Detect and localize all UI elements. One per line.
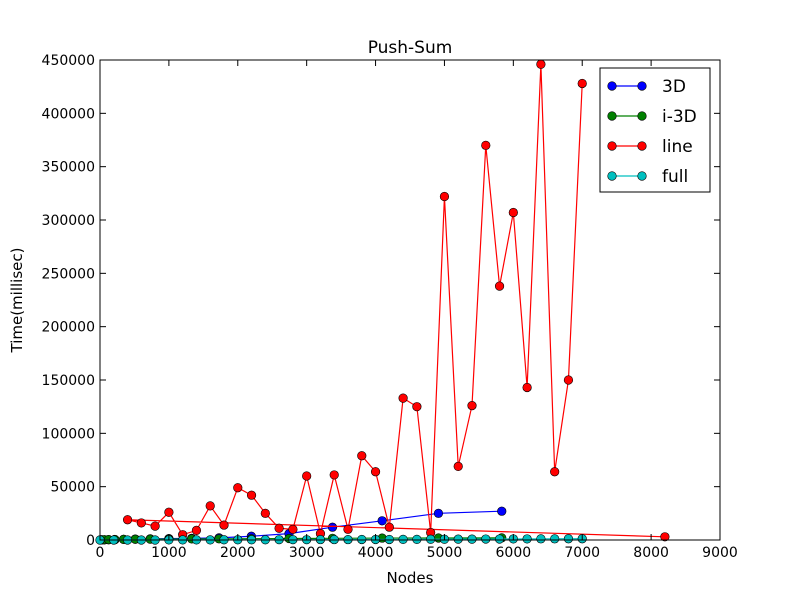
y-tick-label: 450000: [42, 53, 95, 69]
data-point-line: [660, 532, 670, 542]
legend: 3D i-3D line full: [599, 67, 711, 193]
data-point-line: [536, 59, 546, 69]
data-point-line: [302, 471, 312, 481]
data-point-line: [274, 523, 284, 533]
legend-box: [599, 67, 711, 193]
data-point-full: [426, 534, 436, 544]
data-point-line: [563, 375, 574, 385]
legend-marker-full: [607, 171, 617, 181]
y-tick-label: 350000: [42, 160, 95, 176]
y-tick-label: 300000: [42, 213, 95, 229]
data-point-full: [357, 534, 367, 545]
data-point-line: [522, 382, 532, 393]
data-point-3d: [377, 516, 387, 526]
y-tick-label: 0: [86, 533, 95, 549]
data-point-line: [246, 490, 257, 500]
x-axis-label: Nodes: [387, 569, 434, 587]
data-point-line: [412, 402, 422, 412]
data-point-line: [288, 524, 298, 534]
data-point-3d: [327, 522, 338, 532]
legend-marker-line: [607, 141, 617, 151]
x-tick-label: 6000: [496, 545, 532, 561]
data-point-3d: [497, 506, 507, 516]
data-point-line: [577, 78, 587, 89]
legend-marker-3d: [607, 81, 617, 91]
data-point-full: [494, 534, 505, 544]
data-point-full: [536, 534, 546, 544]
data-point-line: [357, 451, 367, 461]
data-point-full: [563, 534, 574, 544]
x-tick-label: 3000: [289, 545, 325, 561]
x-tick-label: 9000: [702, 545, 738, 561]
data-point-line: [164, 507, 174, 517]
x-tick-label: 0: [96, 545, 105, 561]
y-tick-label: 150000: [42, 373, 95, 389]
data-point-full: [522, 534, 532, 544]
plot-frame: [99, 59, 721, 541]
data-point-line: [384, 522, 394, 532]
data-point-full: [398, 534, 408, 544]
data-point-line: [122, 515, 133, 525]
y-tick-label: 100000: [42, 426, 95, 442]
data-point-line: [150, 521, 160, 531]
legend-marker-full: [637, 171, 647, 181]
legend-marker-i-3d: [637, 111, 647, 121]
plot-area: 0 1000 2000 3000 4000 5000 6000 7000 8000 9000 0 50…: [42, 53, 738, 561]
data-point-line: [467, 401, 477, 411]
chart-title: Push-Sum: [368, 38, 453, 58]
y-tick-label: 400000: [42, 106, 95, 122]
data-point-line: [191, 525, 202, 536]
data-point-line: [370, 467, 381, 477]
data-point-full: [412, 534, 422, 544]
series-line-line: [127, 64, 665, 538]
legend-label-line: line: [662, 137, 693, 157]
x-tick-label: 8000: [633, 545, 669, 561]
data-point-full: [384, 534, 394, 545]
legend-label-i-3d: i-3D: [662, 107, 697, 127]
data-point-line: [205, 501, 215, 511]
x-tick-label: 2000: [220, 545, 256, 561]
series-group: [95, 59, 670, 545]
y-tick-label: 200000: [42, 320, 95, 336]
legend-marker-i-3d: [607, 111, 617, 121]
data-point-line: [494, 281, 505, 291]
data-point-line: [233, 483, 243, 493]
data-point-line: [343, 524, 353, 534]
data-point-line: [136, 518, 146, 528]
data-point-line: [329, 470, 339, 480]
data-point-line: [481, 140, 491, 150]
y-axis-label: Time(millisec): [8, 248, 26, 354]
x-tick-label: 4000: [358, 545, 394, 561]
data-point-line: [260, 508, 270, 518]
data-point-full: [467, 534, 477, 544]
data-point-line: [453, 461, 463, 472]
legend-marker-3d: [637, 81, 647, 91]
y-tick-label: 50000: [50, 480, 95, 496]
data-point-line: [219, 520, 229, 530]
legend-label-full: full: [662, 167, 688, 187]
data-point-line: [508, 207, 518, 218]
y-tick-label: 250000: [42, 266, 95, 282]
legend-label-3d: 3D: [662, 77, 686, 97]
data-point-full: [481, 534, 491, 544]
data-point-full: [550, 534, 560, 544]
legend-marker-line: [637, 141, 647, 151]
x-tick-label: 1000: [151, 545, 187, 561]
x-tick-label: 5000: [427, 545, 463, 561]
x-tick-label: 7000: [564, 545, 600, 561]
data-point-line: [550, 467, 560, 477]
data-point-3d: [433, 508, 444, 518]
data-point-full: [453, 534, 463, 544]
data-point-line: [439, 191, 450, 202]
data-point-line: [398, 393, 408, 403]
